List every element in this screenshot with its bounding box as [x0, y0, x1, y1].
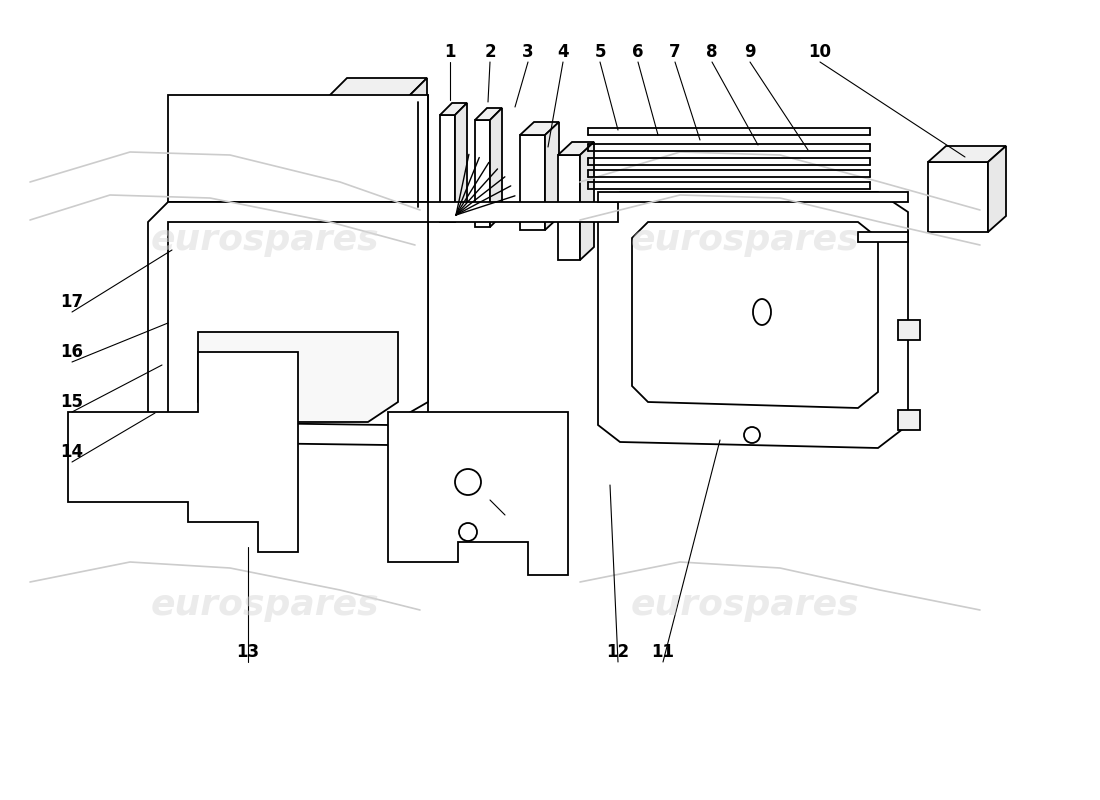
Polygon shape: [405, 78, 427, 312]
Polygon shape: [324, 124, 424, 140]
Polygon shape: [168, 222, 428, 425]
Text: 14: 14: [60, 443, 84, 461]
Polygon shape: [520, 122, 559, 135]
Text: 12: 12: [606, 643, 629, 661]
Polygon shape: [405, 124, 424, 192]
Polygon shape: [928, 146, 1006, 162]
Text: 4: 4: [558, 43, 569, 61]
Text: 8: 8: [706, 43, 717, 61]
Text: 15: 15: [60, 393, 84, 411]
Polygon shape: [198, 332, 398, 422]
Polygon shape: [580, 142, 594, 260]
Polygon shape: [598, 192, 908, 202]
Polygon shape: [388, 412, 568, 575]
Polygon shape: [440, 103, 467, 115]
Text: 3: 3: [522, 43, 534, 61]
Polygon shape: [898, 320, 920, 340]
Polygon shape: [455, 103, 468, 222]
Polygon shape: [490, 108, 502, 227]
Polygon shape: [324, 140, 405, 192]
Polygon shape: [324, 78, 427, 100]
Text: eurospares: eurospares: [151, 223, 380, 257]
Polygon shape: [544, 122, 559, 230]
Text: 16: 16: [60, 343, 84, 361]
Polygon shape: [324, 100, 405, 312]
Polygon shape: [898, 410, 920, 430]
Polygon shape: [475, 120, 490, 227]
Polygon shape: [148, 202, 428, 445]
Text: 11: 11: [651, 643, 674, 661]
Text: 9: 9: [745, 43, 756, 61]
Polygon shape: [176, 266, 200, 286]
Polygon shape: [988, 146, 1007, 232]
Polygon shape: [558, 155, 580, 260]
Polygon shape: [172, 260, 220, 292]
Polygon shape: [858, 232, 907, 242]
Polygon shape: [558, 142, 594, 155]
Polygon shape: [598, 192, 908, 448]
Polygon shape: [440, 115, 455, 222]
Polygon shape: [475, 108, 502, 120]
Text: 5: 5: [594, 43, 606, 61]
Ellipse shape: [754, 299, 771, 325]
Text: eurospares: eurospares: [151, 588, 380, 622]
Text: 7: 7: [669, 43, 681, 61]
Polygon shape: [68, 352, 298, 552]
Polygon shape: [168, 95, 428, 202]
Text: 1: 1: [444, 43, 455, 61]
Text: 10: 10: [808, 43, 832, 61]
Polygon shape: [520, 135, 544, 230]
Text: 2: 2: [484, 43, 496, 61]
Polygon shape: [928, 162, 988, 232]
Polygon shape: [168, 202, 618, 222]
Text: 17: 17: [60, 293, 84, 311]
Text: 6: 6: [632, 43, 644, 61]
Text: 13: 13: [236, 643, 260, 661]
Text: eurospares: eurospares: [630, 223, 859, 257]
Text: eurospares: eurospares: [630, 588, 859, 622]
Polygon shape: [632, 222, 878, 408]
